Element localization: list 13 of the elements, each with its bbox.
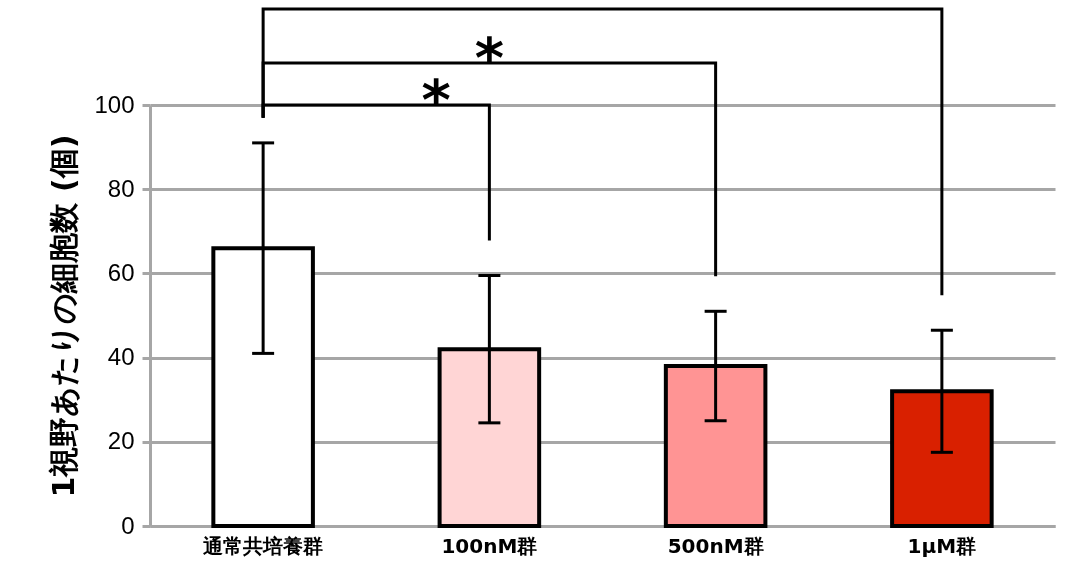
x-tick-label: 1μM群: [907, 533, 977, 558]
text: *: [474, 25, 505, 90]
y-tick-label: 60: [107, 258, 135, 286]
y-tick-label: 0: [121, 511, 135, 539]
y-tick-label: 20: [107, 427, 135, 455]
x-tick-label: 100nM群: [441, 533, 538, 558]
y-tick-label: 100: [94, 90, 135, 118]
x-tick-label: 500nM群: [667, 533, 764, 558]
y-tick-label: 80: [107, 174, 135, 202]
y-tick-label: 40: [107, 343, 135, 371]
y-axis-title: 1視野あたりの細胞数 (個): [46, 134, 82, 498]
x-tick-label: 通常共培養群: [202, 533, 324, 558]
annotation: *: [421, 67, 451, 132]
